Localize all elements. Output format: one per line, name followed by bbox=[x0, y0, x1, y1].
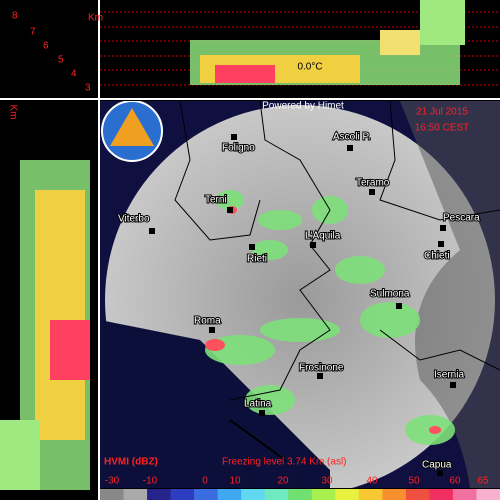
city-label: Teramo bbox=[356, 178, 390, 189]
city-marker bbox=[440, 225, 446, 231]
city-label: Viterbo bbox=[118, 214, 150, 225]
city-label: Sulmona bbox=[370, 289, 410, 300]
city-marker bbox=[259, 410, 265, 416]
colorbar-swatch bbox=[194, 489, 219, 500]
city-marker bbox=[231, 134, 237, 140]
city-marker bbox=[450, 382, 456, 388]
top-unit: Km bbox=[88, 13, 103, 24]
colorbar-label: 20 bbox=[277, 476, 289, 487]
city-label: Frosinone bbox=[299, 363, 344, 374]
city-marker bbox=[227, 207, 233, 213]
city-marker bbox=[438, 241, 444, 247]
city-label: Capua bbox=[422, 460, 452, 471]
colorbar-swatch bbox=[147, 489, 172, 500]
colorbar-label: 65 bbox=[477, 476, 489, 487]
city-label: Foligno bbox=[222, 143, 255, 154]
side-unit: Km bbox=[7, 105, 18, 120]
colorbar-label: -10 bbox=[143, 476, 158, 487]
colorbar-label: -30 bbox=[105, 476, 120, 487]
colorbar-swatch bbox=[288, 489, 313, 500]
height-label: 6 bbox=[43, 41, 49, 52]
city-marker bbox=[209, 327, 215, 333]
colorbar-swatch bbox=[405, 489, 430, 500]
city-label: L'Aquila bbox=[305, 231, 341, 242]
colorbar-label: 40 bbox=[366, 476, 378, 487]
colorbar-swatch bbox=[264, 489, 289, 500]
colorbar-swatch bbox=[170, 489, 195, 500]
city-marker bbox=[310, 242, 316, 248]
city-marker bbox=[249, 244, 255, 250]
colorbar-swatch bbox=[241, 489, 266, 500]
colorbar-swatch bbox=[358, 489, 383, 500]
city-label: Pescara bbox=[443, 213, 480, 224]
city-marker bbox=[396, 303, 402, 309]
colorbar-label: 30 bbox=[321, 476, 333, 487]
colorbar-swatch bbox=[100, 489, 125, 500]
time: 16:50 CEST bbox=[415, 123, 469, 134]
city-marker bbox=[437, 470, 443, 476]
height-label: 5 bbox=[58, 55, 64, 66]
colorbar-swatch bbox=[311, 489, 336, 500]
legend-product: HVMI (dBZ) bbox=[104, 457, 158, 468]
colorbar-swatch bbox=[217, 489, 242, 500]
city-marker bbox=[149, 228, 155, 234]
colorbar-swatch bbox=[335, 489, 360, 500]
colorbar-swatch bbox=[382, 489, 407, 500]
side-profile bbox=[0, 160, 90, 490]
credit: Powered by Himet bbox=[262, 101, 344, 112]
colorbar-label: 10 bbox=[229, 476, 241, 487]
radar-map bbox=[100, 101, 500, 488]
city-label: Latina bbox=[244, 399, 272, 410]
height-label: 8 bbox=[12, 11, 18, 22]
colorbar-label: 50 bbox=[408, 476, 420, 487]
city-label: Isernia bbox=[434, 370, 464, 381]
height-label: 4 bbox=[71, 69, 77, 80]
colorbar-label: 0 bbox=[202, 476, 208, 487]
colorbar-swatch bbox=[452, 489, 477, 500]
height-label: 3 bbox=[85, 83, 91, 94]
colorbar-swatch bbox=[476, 489, 500, 500]
city-label: Chieti bbox=[424, 251, 450, 262]
city-label: Rieti bbox=[247, 254, 267, 265]
city-label: Terni bbox=[205, 195, 227, 206]
city-marker bbox=[347, 145, 353, 151]
freezing-level: Freezing level 3.74 Km (asl) bbox=[222, 457, 347, 468]
city-label: Ascoli P. bbox=[333, 132, 371, 143]
freezing-mark: 0.0°C bbox=[297, 62, 322, 73]
city-label: Roma bbox=[194, 316, 221, 327]
colorbar-label: 60 bbox=[449, 476, 461, 487]
height-label: 7 bbox=[30, 27, 36, 38]
date: 21 Jul 2015 bbox=[416, 107, 468, 118]
city-marker bbox=[369, 189, 375, 195]
colorbar-swatch bbox=[429, 489, 454, 500]
city-marker bbox=[317, 373, 323, 379]
colorbar-swatch bbox=[123, 489, 148, 500]
